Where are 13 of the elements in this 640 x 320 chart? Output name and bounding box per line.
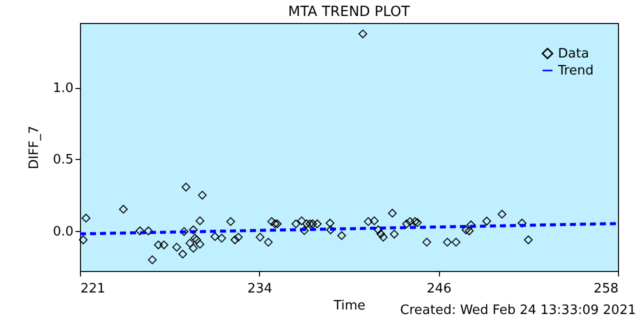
y-tick-label: 0.5 bbox=[52, 152, 74, 168]
x-tick-label: 221 bbox=[80, 282, 106, 296]
y-tick-label: 0.0 bbox=[52, 224, 74, 240]
legend-label: Trend bbox=[557, 64, 594, 78]
x-tick-label: 234 bbox=[247, 282, 272, 296]
text: Created: Wed Feb 24 13:33:09 2021 bbox=[400, 303, 636, 318]
y-tick-label: 1.0 bbox=[52, 81, 74, 96]
legend-label: Data bbox=[558, 46, 590, 62]
y-axis-title: DIFF_7 bbox=[26, 126, 42, 170]
chart-title: MTA TREND PLOT bbox=[288, 4, 410, 20]
x-tick-label: 258 bbox=[594, 282, 618, 296]
x-axis-title: Time bbox=[332, 298, 366, 314]
x-tick-label: 246 bbox=[426, 282, 452, 296]
